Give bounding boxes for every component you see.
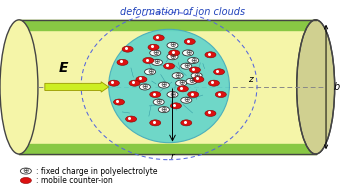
Text: deformation of ion clouds: deformation of ion clouds bbox=[120, 7, 245, 17]
Text: ⊕: ⊕ bbox=[169, 52, 176, 61]
Text: ⊕: ⊕ bbox=[161, 80, 167, 89]
Circle shape bbox=[184, 39, 195, 45]
Circle shape bbox=[150, 120, 161, 126]
Circle shape bbox=[205, 52, 216, 58]
Text: ⊕: ⊕ bbox=[161, 105, 167, 114]
Circle shape bbox=[193, 76, 204, 82]
Circle shape bbox=[158, 107, 169, 113]
Circle shape bbox=[20, 177, 31, 184]
Text: ⊕: ⊕ bbox=[147, 67, 153, 76]
Circle shape bbox=[108, 80, 119, 86]
Circle shape bbox=[183, 50, 194, 56]
Ellipse shape bbox=[0, 20, 38, 154]
Circle shape bbox=[214, 69, 225, 75]
Text: ⊕: ⊕ bbox=[194, 71, 200, 80]
Text: ⊕: ⊕ bbox=[152, 48, 158, 57]
Circle shape bbox=[167, 91, 178, 98]
Circle shape bbox=[176, 80, 187, 86]
Circle shape bbox=[150, 50, 161, 56]
Text: z: z bbox=[248, 75, 253, 84]
Circle shape bbox=[143, 57, 154, 64]
Text: r: r bbox=[171, 152, 174, 161]
Circle shape bbox=[153, 99, 164, 105]
Text: ⊕: ⊕ bbox=[175, 71, 181, 80]
Circle shape bbox=[188, 57, 199, 64]
Circle shape bbox=[158, 82, 169, 88]
Circle shape bbox=[170, 103, 181, 109]
Circle shape bbox=[139, 84, 150, 90]
Ellipse shape bbox=[109, 29, 229, 143]
Circle shape bbox=[186, 78, 197, 84]
Circle shape bbox=[145, 69, 156, 75]
Circle shape bbox=[117, 59, 128, 65]
Text: ⊕: ⊕ bbox=[154, 57, 160, 67]
Text: E: E bbox=[59, 61, 69, 75]
Circle shape bbox=[205, 110, 216, 116]
Circle shape bbox=[181, 97, 192, 103]
Circle shape bbox=[153, 35, 164, 41]
Circle shape bbox=[20, 168, 31, 174]
Text: ⊕: ⊕ bbox=[183, 61, 189, 70]
Text: ⊕: ⊕ bbox=[185, 48, 191, 57]
Circle shape bbox=[172, 73, 183, 79]
Circle shape bbox=[215, 91, 226, 98]
Circle shape bbox=[189, 67, 200, 73]
Ellipse shape bbox=[297, 20, 335, 154]
Circle shape bbox=[169, 50, 180, 56]
Text: ⊕: ⊕ bbox=[178, 78, 184, 87]
Circle shape bbox=[126, 116, 137, 122]
Circle shape bbox=[167, 54, 178, 60]
Text: ⊕: ⊕ bbox=[188, 76, 195, 85]
Text: : fixed charge in polyelectrolyte: : fixed charge in polyelectrolyte bbox=[36, 167, 158, 176]
Circle shape bbox=[129, 80, 140, 86]
Circle shape bbox=[181, 63, 192, 69]
Circle shape bbox=[181, 120, 192, 126]
Text: ⊕: ⊕ bbox=[190, 56, 196, 65]
Text: ⊕: ⊕ bbox=[183, 95, 189, 104]
FancyArrow shape bbox=[45, 82, 109, 92]
Circle shape bbox=[208, 80, 219, 86]
Text: ⊕: ⊕ bbox=[169, 90, 176, 99]
Circle shape bbox=[136, 76, 147, 82]
Circle shape bbox=[151, 59, 162, 65]
Text: b: b bbox=[334, 82, 340, 92]
Circle shape bbox=[148, 44, 159, 50]
Circle shape bbox=[177, 86, 188, 92]
Text: ⊕: ⊕ bbox=[156, 97, 162, 106]
Text: ⊕: ⊕ bbox=[169, 40, 176, 50]
Text: : mobile counter-ion: : mobile counter-ion bbox=[36, 176, 113, 185]
Circle shape bbox=[150, 91, 161, 98]
Circle shape bbox=[167, 42, 178, 48]
Text: ⊕: ⊕ bbox=[142, 82, 148, 91]
Circle shape bbox=[188, 91, 199, 98]
Circle shape bbox=[122, 46, 133, 52]
Circle shape bbox=[114, 99, 125, 105]
Circle shape bbox=[164, 63, 175, 69]
Circle shape bbox=[191, 73, 202, 79]
Text: ⊕: ⊕ bbox=[23, 166, 29, 175]
